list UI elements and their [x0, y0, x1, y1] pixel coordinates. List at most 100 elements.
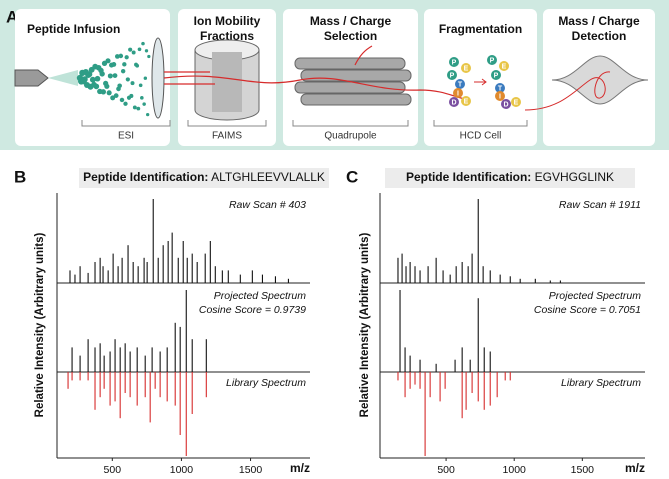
residue-letter: E — [502, 63, 507, 70]
droplet — [124, 55, 129, 60]
rod — [294, 57, 406, 70]
droplet — [123, 101, 128, 106]
title: Peptide Identification: EGVHGGLINK — [406, 170, 614, 184]
droplet — [100, 89, 107, 95]
device-label: HCD Cell — [460, 131, 502, 142]
residue-letter: P — [452, 59, 457, 66]
annotation: Cosine Score = 0.7051 — [534, 304, 641, 316]
residue — [495, 91, 505, 101]
bracket — [292, 120, 409, 127]
droplet — [129, 93, 134, 98]
residue — [511, 97, 521, 107]
step-title: Ion Mobility — [194, 14, 261, 28]
droplet — [143, 76, 148, 80]
annotation: Library Spectrum — [561, 377, 641, 389]
droplet — [142, 102, 146, 106]
bracket — [187, 120, 267, 127]
droplet — [111, 61, 117, 67]
droplet — [125, 77, 130, 82]
x-tick-label: 1000 — [170, 464, 194, 476]
droplet — [138, 83, 143, 88]
step-title: Mass / Charge — [558, 14, 640, 28]
title-label: Peptide Identification: — [406, 170, 531, 184]
droplet — [122, 62, 127, 67]
residue — [501, 99, 511, 109]
residue-letter: P — [490, 57, 495, 64]
annotation: Projected Spectrum — [549, 290, 641, 302]
residue-letter: I — [499, 93, 501, 100]
droplet — [107, 73, 113, 79]
droplet — [119, 97, 125, 103]
bracket — [81, 120, 171, 127]
device-label: Quadrupole — [324, 131, 377, 142]
annotation: Projected Spectrum — [214, 290, 306, 302]
residue-letter: T — [458, 81, 463, 88]
residue — [495, 83, 505, 93]
residue-letter: E — [464, 65, 469, 72]
panel-label: C — [346, 167, 358, 186]
droplet — [118, 53, 124, 59]
droplet — [105, 58, 111, 64]
droplet — [132, 105, 137, 110]
residue-letter: P — [450, 72, 455, 79]
residue-letter: E — [464, 98, 469, 105]
peptide: ALTGHLEEVVLALLK — [211, 170, 325, 184]
droplet — [117, 83, 122, 89]
bracket — [433, 120, 528, 127]
droplet — [113, 93, 119, 98]
y-axis-label: Relative Intensity (Arbitrary units) — [359, 232, 371, 417]
needle — [14, 69, 49, 87]
droplet — [81, 76, 88, 83]
annotation: Library Spectrum — [226, 377, 306, 389]
x-tick-label: 500 — [437, 464, 455, 476]
droplet — [128, 47, 133, 52]
droplet — [112, 73, 118, 78]
arrow — [474, 78, 487, 86]
step-title: Fractions — [200, 29, 254, 43]
device-label: FAIMS — [212, 131, 242, 142]
residue-letter: I — [457, 90, 459, 97]
residue-letter: T — [498, 85, 503, 92]
x-tick-label: 500 — [104, 464, 122, 476]
title: Peptide Identification: ALTGHLEEVVLALLK — [83, 170, 325, 184]
x-axis-label: m/z — [625, 461, 645, 475]
x-tick-label: 1500 — [239, 464, 263, 476]
droplet — [147, 54, 151, 59]
title-box — [79, 168, 329, 188]
spray-cone — [48, 70, 78, 86]
title-label: Peptide Identification: — [83, 170, 208, 184]
droplet — [110, 95, 116, 101]
annotation: Raw Scan # 1911 — [559, 199, 641, 211]
droplet — [94, 75, 101, 82]
title-box — [385, 168, 635, 188]
residue — [499, 61, 509, 71]
droplet — [130, 81, 135, 86]
orbit-ions — [524, 71, 611, 111]
residue-letter: E — [514, 99, 519, 106]
residue — [487, 55, 497, 65]
droplet — [137, 47, 142, 52]
step-title: Detection — [572, 29, 627, 43]
droplet — [136, 106, 141, 111]
residue-letter: P — [494, 72, 499, 79]
peptide: EGVHGGLINK — [535, 170, 614, 184]
droplet — [135, 63, 140, 68]
droplet — [120, 68, 126, 74]
y-axis-label: Relative Intensity (Arbitrary units) — [34, 232, 46, 417]
droplet — [106, 90, 112, 96]
residue-letter: D — [503, 101, 508, 108]
droplet — [104, 83, 110, 89]
droplet — [89, 76, 96, 83]
annotation: Cosine Score = 0.9739 — [199, 304, 306, 316]
step-box — [424, 9, 537, 146]
annotation: Raw Scan # 403 — [229, 199, 306, 211]
ion-path — [163, 45, 471, 101]
rod — [300, 69, 412, 82]
step-title: Peptide Infusion — [27, 22, 120, 36]
droplet — [93, 83, 100, 90]
rod — [300, 93, 412, 106]
step-title: Fragmentation — [439, 22, 522, 36]
x-tick-label: 1000 — [503, 464, 527, 476]
step-title: Selection — [324, 29, 377, 43]
